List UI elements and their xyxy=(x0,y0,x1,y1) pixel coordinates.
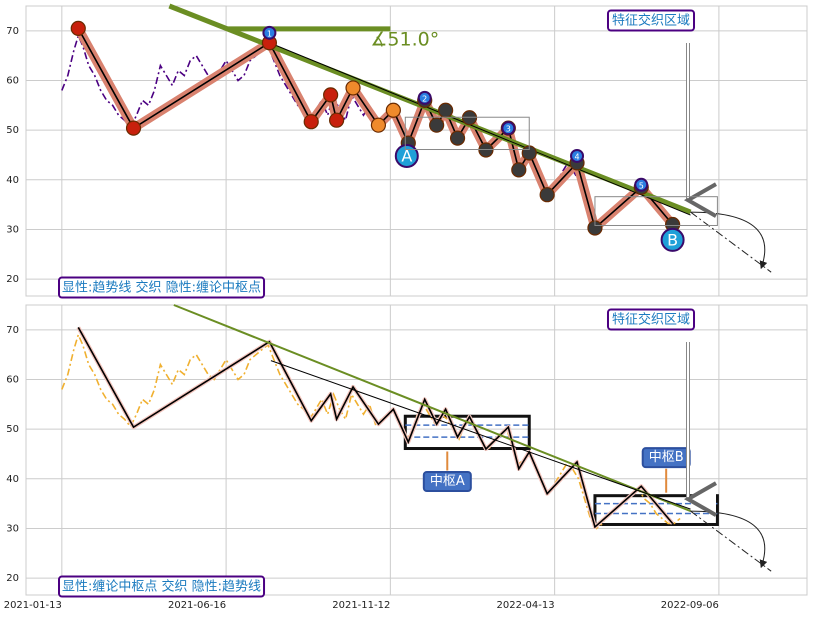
pivot-marker xyxy=(501,121,516,136)
pivot-marker xyxy=(660,227,685,252)
pivot-dot xyxy=(539,187,555,203)
trend-line xyxy=(173,304,691,513)
label-box xyxy=(606,9,696,32)
x-tick-label: 2021-06-16 xyxy=(168,600,226,611)
region-label: 特征交织区域 xyxy=(612,312,690,328)
pivot-dot xyxy=(511,162,527,178)
pivot-dot xyxy=(125,120,142,136)
pivot-dot xyxy=(429,117,445,133)
y-tick-label: 70 xyxy=(6,325,19,336)
label-box xyxy=(422,471,472,493)
trend-line xyxy=(168,3,692,215)
center-label: 中枢A xyxy=(430,474,465,489)
pivot-dot xyxy=(370,117,387,133)
pivot-label: 3 xyxy=(506,125,511,134)
y-tick-label: 70 xyxy=(6,26,19,37)
label-box xyxy=(58,575,266,598)
center-box-hint xyxy=(594,196,718,226)
trend-projection xyxy=(690,510,772,572)
x-tick-label: 2022-09-06 xyxy=(661,600,719,611)
y-tick-label: 50 xyxy=(6,125,19,136)
center-box-hint xyxy=(404,116,530,151)
pivot-dot xyxy=(303,114,319,130)
pivot-label: A xyxy=(401,146,412,165)
pivot-label: 4 xyxy=(574,152,579,161)
center-box xyxy=(593,494,719,526)
y-tick-label: 40 xyxy=(6,175,19,186)
y-tick-label: 20 xyxy=(6,274,19,285)
annotation: 显性:缠论中枢点 交织 隐性:趋势线 xyxy=(62,579,261,595)
label-box xyxy=(58,276,266,299)
pivot-dot xyxy=(329,112,345,128)
pivot-dot xyxy=(323,87,339,103)
x-tick-label: 2022-04-13 xyxy=(497,600,555,611)
pivot-marker xyxy=(262,25,277,40)
pivot-label: 2 xyxy=(422,94,427,103)
pivot-marker xyxy=(634,177,649,192)
center-label: 中枢B xyxy=(649,450,684,465)
zigzag-line xyxy=(77,326,674,529)
annotation: 显性:趋势线 交织 隐性:缠论中枢点 xyxy=(62,280,261,296)
y-tick-label: 40 xyxy=(6,474,19,485)
pivot-marker xyxy=(570,148,585,163)
pivot-label: B xyxy=(667,230,678,249)
label-box xyxy=(606,308,696,331)
x-tick-label: 2021-11-12 xyxy=(332,600,390,611)
y-tick-label: 60 xyxy=(6,75,19,86)
y-tick-label: 50 xyxy=(6,424,19,435)
pivot-dot xyxy=(438,102,454,118)
pivot-dot xyxy=(70,20,86,36)
pivot-dot xyxy=(449,130,466,146)
pivot-marker xyxy=(394,143,419,168)
angle-label: ∡51.0° xyxy=(370,28,439,50)
pivot-dot xyxy=(385,102,401,118)
y-tick-label: 30 xyxy=(6,224,19,235)
trend-projection xyxy=(690,211,772,273)
pivot-dot xyxy=(345,80,361,96)
zigzag-line xyxy=(269,42,691,216)
pivot-label: 5 xyxy=(639,181,644,190)
pivot-marker xyxy=(417,90,432,105)
y-tick-label: 30 xyxy=(6,523,19,534)
x-tick-label: 2021-01-13 xyxy=(4,600,62,611)
y-tick-label: 20 xyxy=(6,573,19,584)
y-tick-label: 60 xyxy=(6,374,19,385)
zigzag-line xyxy=(270,360,691,510)
pivot-label: 1 xyxy=(267,29,272,38)
region-label: 特征交织区域 xyxy=(612,13,690,29)
